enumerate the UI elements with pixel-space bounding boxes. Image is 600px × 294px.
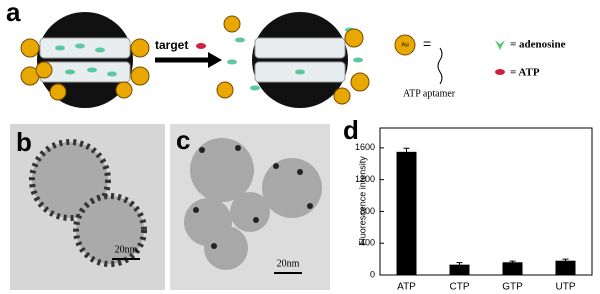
y-tick-label: 1600 [355, 142, 375, 152]
panel-label: b [16, 127, 32, 157]
panel-label: d [343, 115, 359, 145]
particles [29, 139, 147, 267]
error-bar [562, 258, 569, 263]
gold-label: Au [401, 43, 408, 49]
bar [396, 151, 417, 275]
error-bar [403, 147, 410, 156]
arrow-head [208, 52, 222, 68]
error-bar [456, 262, 463, 268]
atp-label: = ATP [510, 67, 540, 79]
bar [502, 262, 523, 275]
y-tick-label: 0 [370, 269, 375, 279]
arrow-label: target [155, 38, 188, 52]
legend-schematic [394, 34, 505, 85]
x-tick-label: UTP [556, 282, 576, 293]
y-tick-label: 800 [360, 206, 375, 216]
y-tick-label: 1200 [355, 174, 375, 184]
bar [555, 260, 576, 275]
adenosine-label: = adenosine [510, 39, 566, 51]
plot-frame [379, 127, 593, 276]
scale-label: 20nm [277, 258, 300, 269]
x-tick-label: ATP [397, 282, 416, 293]
x-tick-label: GTP [502, 282, 523, 293]
gold-dots [193, 145, 313, 249]
bar [449, 264, 470, 275]
panel-label: a [6, 0, 21, 27]
scale-label: 20nm [115, 244, 138, 255]
schematic-left [20, 12, 150, 108]
panel-label: c [176, 125, 190, 155]
y-tick-label: 400 [360, 238, 375, 248]
x-tick-label: CTP [450, 282, 470, 293]
error-bar [509, 260, 516, 264]
y-axis-label: Fluorescence intensity [357, 156, 367, 246]
equals: = [423, 36, 431, 52]
atp-icon [196, 43, 206, 49]
schematic-right [216, 12, 370, 108]
aptamer-label: ATP aptamer [403, 88, 456, 99]
